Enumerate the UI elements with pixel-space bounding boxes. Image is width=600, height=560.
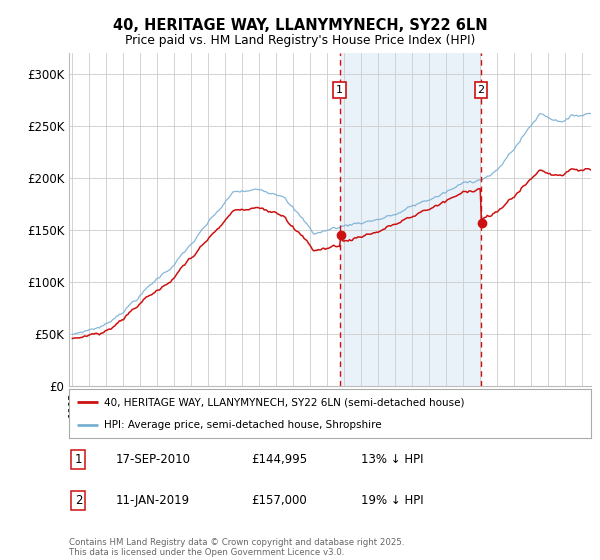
Text: £157,000: £157,000 — [252, 494, 307, 507]
Text: Price paid vs. HM Land Registry's House Price Index (HPI): Price paid vs. HM Land Registry's House … — [125, 34, 475, 47]
Text: Contains HM Land Registry data © Crown copyright and database right 2025.
This d: Contains HM Land Registry data © Crown c… — [69, 538, 404, 557]
Text: 2: 2 — [478, 85, 485, 95]
Bar — [340, 53, 481, 386]
Text: HPI: Average price, semi-detached house, Shropshire: HPI: Average price, semi-detached house,… — [104, 420, 382, 430]
Text: £144,995: £144,995 — [252, 453, 308, 466]
Text: 2: 2 — [74, 494, 82, 507]
Text: 17-SEP-2010: 17-SEP-2010 — [116, 453, 191, 466]
Text: 19% ↓ HPI: 19% ↓ HPI — [361, 494, 424, 507]
Text: 40, HERITAGE WAY, LLANYMYNECH, SY22 6LN: 40, HERITAGE WAY, LLANYMYNECH, SY22 6LN — [113, 18, 487, 32]
Text: 13% ↓ HPI: 13% ↓ HPI — [361, 453, 424, 466]
Text: 40, HERITAGE WAY, LLANYMYNECH, SY22 6LN (semi-detached house): 40, HERITAGE WAY, LLANYMYNECH, SY22 6LN … — [104, 398, 465, 407]
Text: 1: 1 — [74, 453, 82, 466]
Text: 1: 1 — [336, 85, 343, 95]
Text: 11-JAN-2019: 11-JAN-2019 — [116, 494, 190, 507]
